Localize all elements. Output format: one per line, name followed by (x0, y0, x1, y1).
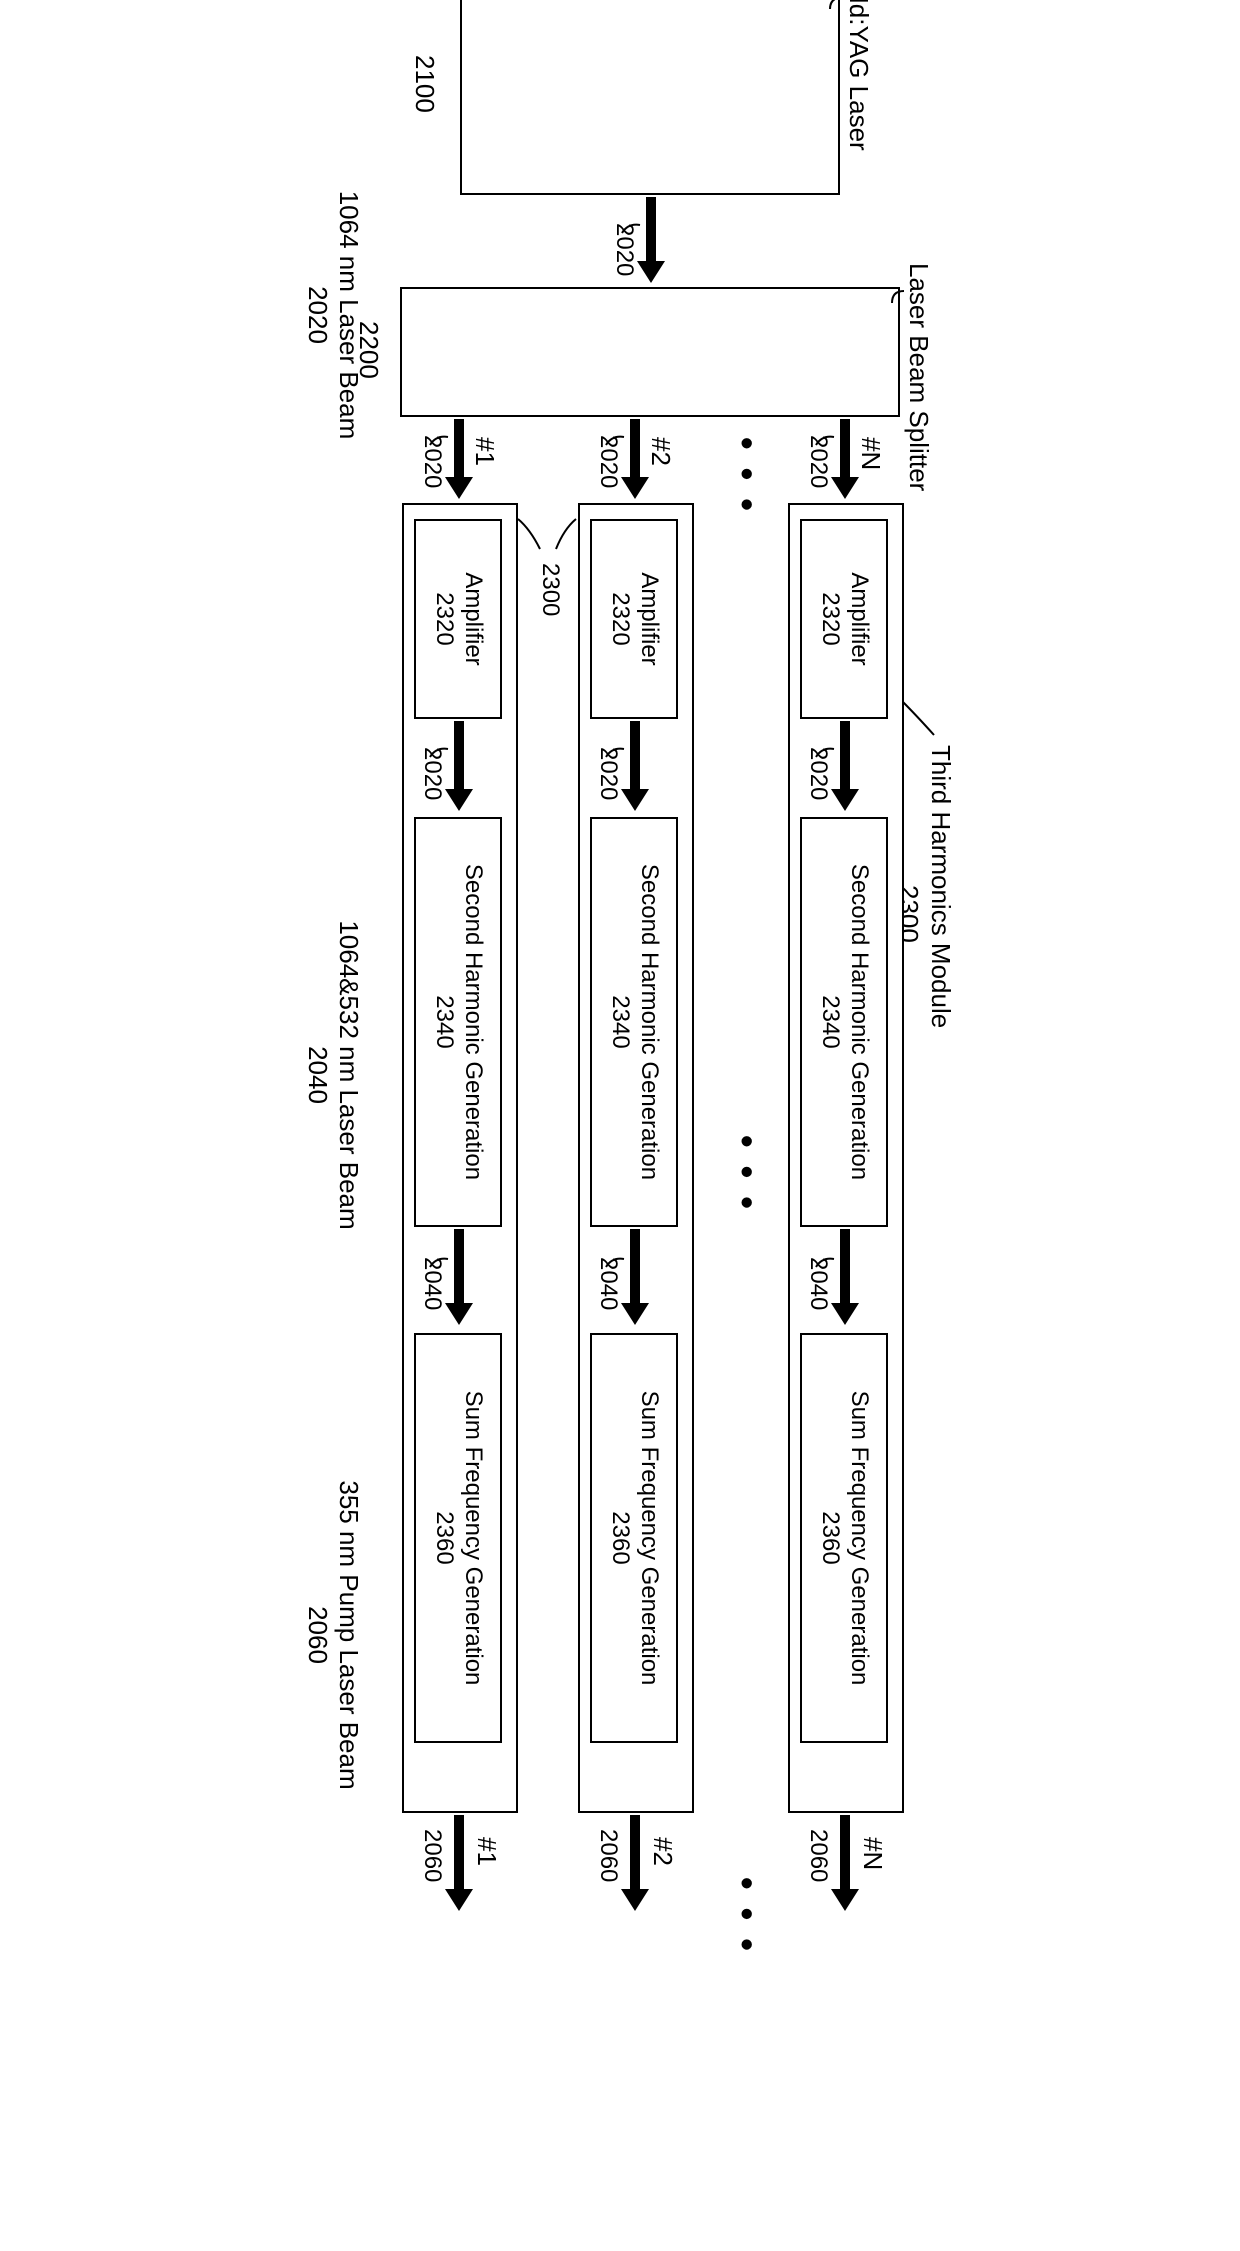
module-num-lower: 2300 (536, 563, 564, 616)
ndyag-laser-box (460, 0, 840, 195)
amp-label: Amplifier (458, 572, 487, 665)
amp-label: Amplifier (844, 572, 873, 665)
ndyag-laser-label: Nd:YAG Laser (843, 0, 874, 151)
amp-box-bot: Amplifier 2320 (414, 519, 502, 719)
legend-355-text: 355 nm Pump Laser Beam (333, 1435, 364, 1835)
shg-num: 2340 (429, 995, 458, 1048)
amp-box-top: Amplifier 2320 (800, 519, 888, 719)
sfg-box-top: Sum Frequency Generation 2360 (800, 1333, 888, 1743)
sfg-label: Sum Frequency Generation (844, 1391, 873, 1686)
arrow-out-mid-num: 2060 (594, 1829, 622, 1882)
arrow-out-bot-num: 2060 (418, 1829, 446, 1882)
shg-box-top: Second Harmonic Generation 2340 (800, 817, 888, 1227)
legend-355-num: 2060 (302, 1435, 333, 1835)
shg-label: Second Harmonic Generation (458, 864, 487, 1180)
module-box-mid: Amplifier 2320 Second Harmonic Generatio… (578, 503, 694, 1813)
sfg-label: Sum Frequency Generation (634, 1391, 663, 1686)
sfg-box-bot: Sum Frequency Generation 2360 (414, 1333, 502, 1743)
shg-label: Second Harmonic Generation (844, 864, 873, 1180)
sfg-num: 2360 (429, 1511, 458, 1564)
shg-box-mid: Second Harmonic Generation 2340 (590, 817, 678, 1227)
ellipsis-mid-right: • • • (726, 1877, 768, 1955)
amp-num: 2320 (605, 592, 634, 645)
legend-1064-532: 1064&532 nm Laser Beam 2040 (302, 875, 364, 1275)
module-box-top: Amplifier 2320 Second Harmonic Generatio… (788, 503, 904, 1813)
chan-top-out: #N (857, 1837, 888, 1870)
legend-1064-text: 1064 nm Laser Beam (333, 155, 364, 475)
chan-mid-out: #2 (647, 1837, 678, 1866)
legend-1064-532-text: 1064&532 nm Laser Beam (333, 875, 364, 1275)
module-label: Third Harmonics Module (925, 745, 956, 1028)
ellipsis-left: • • • (726, 437, 768, 515)
splitter-box (400, 287, 900, 417)
legend-1064: 1064 nm Laser Beam 2020 (302, 155, 364, 475)
legend-1064-num: 2020 (302, 155, 333, 475)
amp-box-mid: Amplifier 2320 (590, 519, 678, 719)
diagram-rotated-wrapper: Nd:YAG Laser 2100 2020 Laser Beam Splitt… (300, 0, 1000, 1975)
shg-num: 2340 (815, 995, 844, 1048)
sfg-label: Sum Frequency Generation (458, 1391, 487, 1686)
laser-diagram: Nd:YAG Laser 2100 2020 Laser Beam Splitt… (300, 0, 1000, 1975)
sfg-box-mid: Sum Frequency Generation 2360 (590, 1333, 678, 1743)
chan-top-in: #N (855, 437, 886, 470)
chan-bot-out: #1 (471, 1837, 502, 1866)
amp-label: Amplifier (634, 572, 663, 665)
module-box-bot: Amplifier 2320 Second Harmonic Generatio… (402, 503, 518, 1813)
legend-1064-532-num: 2040 (302, 875, 333, 1275)
splitter-label: Laser Beam Splitter (903, 263, 934, 491)
chan-bot-in: #1 (469, 437, 500, 466)
shg-box-bot: Second Harmonic Generation 2340 (414, 817, 502, 1227)
shg-num: 2340 (605, 995, 634, 1048)
ndyag-laser-num: 2100 (409, 55, 440, 113)
sfg-num: 2360 (605, 1511, 634, 1564)
sfg-num: 2360 (815, 1511, 844, 1564)
amp-num: 2320 (815, 592, 844, 645)
shg-label: Second Harmonic Generation (634, 864, 663, 1180)
arrow-out-top-num: 2060 (804, 1829, 832, 1882)
chan-mid-in: #2 (645, 437, 676, 466)
ellipsis-mid-center: • • • (726, 1135, 768, 1213)
legend-355: 355 nm Pump Laser Beam 2060 (302, 1435, 364, 1835)
amp-num: 2320 (429, 592, 458, 645)
